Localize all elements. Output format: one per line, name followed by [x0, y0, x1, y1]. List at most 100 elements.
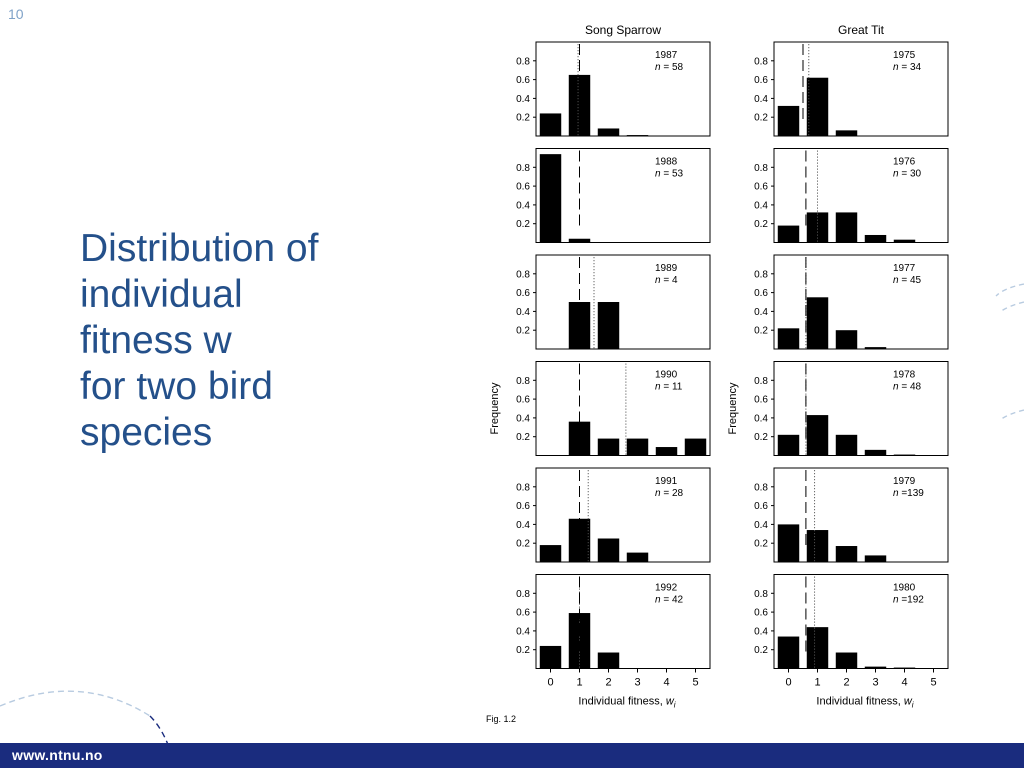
panel-year-label: 1980	[893, 583, 916, 594]
y-tick-label: 0.6	[754, 288, 768, 299]
histogram-bar	[893, 454, 916, 456]
y-tick-label: 0.6	[516, 182, 530, 193]
y-tick-label: 0.4	[754, 200, 768, 211]
x-tick-label: 5	[692, 677, 698, 689]
panel-year-label: 1992	[655, 583, 678, 594]
x-tick-label: 4	[901, 677, 907, 689]
panel-year-label: 1988	[655, 157, 678, 168]
panel-frame	[773, 41, 949, 137]
histogram-bar	[539, 645, 562, 669]
y-tick-label: 0.4	[754, 94, 768, 105]
histogram-bar	[864, 347, 887, 349]
panel-frame	[535, 361, 711, 456]
y-tick-label: 0.8	[754, 163, 768, 174]
histogram-bar	[835, 330, 858, 349]
histogram-bar	[597, 302, 620, 349]
y-tick-label: 0.6	[754, 75, 768, 86]
y-tick-label: 0.2	[516, 432, 530, 443]
panel-frame	[773, 148, 949, 243]
y-tick-label: 0.8	[754, 269, 768, 280]
panel-frame	[535, 574, 711, 669]
x-tick-label: 3	[872, 677, 878, 689]
footer-url: www.ntnu.no	[12, 747, 103, 763]
panel-frame	[535, 41, 711, 137]
panel-year-label: 1979	[893, 476, 916, 487]
histogram-bar	[777, 225, 800, 243]
footer-bar: www.ntnu.no	[0, 743, 1024, 768]
y-tick-label: 0.2	[754, 219, 768, 230]
species-title: Great Tit	[838, 23, 885, 37]
y-tick-label: 0.6	[516, 395, 530, 406]
x-tick-label: 1	[814, 677, 820, 689]
histogram-bar	[835, 652, 858, 669]
y-tick-label: 0.8	[516, 56, 530, 67]
y-axis-label: Frequency	[489, 382, 501, 434]
histogram-bar	[806, 212, 829, 243]
slide-title-line: Distribution of	[80, 227, 319, 270]
panel-frame	[773, 254, 949, 350]
panel-sample-size: n =139	[893, 488, 924, 499]
y-tick-label: 0.2	[754, 539, 768, 550]
histogram-bar	[626, 438, 649, 456]
panel-year-label: 1976	[893, 157, 916, 168]
histogram-bar	[806, 530, 829, 562]
slide-title-line: for two bird	[80, 365, 273, 408]
histogram-bar	[893, 667, 916, 669]
histogram-bar	[684, 438, 707, 456]
y-tick-label: 0.8	[516, 589, 530, 600]
x-tick-label: 5	[930, 677, 936, 689]
histogram-bar	[893, 239, 916, 243]
panel-sample-size: n = 53	[655, 169, 684, 180]
histogram-bar	[806, 627, 829, 669]
panel-frame	[535, 148, 711, 243]
y-tick-label: 0.4	[754, 626, 768, 637]
y-tick-label: 0.6	[754, 501, 768, 512]
x-tick-label: 1	[576, 677, 582, 689]
panel-sample-size: n = 30	[893, 169, 922, 180]
panel-sample-size: n = 45	[893, 275, 922, 286]
x-axis-label: Individual fitness, wi	[578, 696, 675, 710]
panel-sample-size: n = 58	[655, 62, 684, 73]
y-tick-label: 0.4	[754, 520, 768, 531]
y-tick-label: 0.4	[516, 626, 530, 637]
panel-year-label: 1978	[893, 370, 916, 381]
histogram-bar	[568, 74, 591, 136]
panel-sample-size: n =192	[893, 595, 924, 606]
histogram-bar	[835, 130, 858, 136]
histogram-bar	[597, 652, 620, 669]
y-tick-label: 0.6	[516, 608, 530, 619]
y-tick-label: 0.6	[516, 75, 530, 86]
histogram-bar	[626, 552, 649, 562]
x-axis-label: Individual fitness, wi	[816, 696, 913, 710]
panel-year-label: 1989	[655, 263, 678, 274]
y-tick-label: 0.2	[516, 219, 530, 230]
histogram-bar	[806, 415, 829, 456]
panel-sample-size: n = 28	[655, 488, 684, 499]
histogram-bar	[597, 538, 620, 562]
panel-year-label: 1977	[893, 263, 916, 274]
x-tick-label: 0	[785, 677, 791, 689]
histogram-bar	[568, 238, 591, 243]
y-tick-label: 0.4	[516, 94, 530, 105]
histogram-bar	[835, 546, 858, 562]
histogram-bar	[864, 234, 887, 243]
slide-title-line: fitness w	[80, 319, 232, 362]
histogram-bar	[777, 105, 800, 136]
y-tick-label: 0.6	[754, 608, 768, 619]
y-tick-label: 0.4	[754, 307, 768, 318]
histogram-bar	[539, 113, 562, 136]
slide-title-line: species	[80, 411, 213, 454]
y-tick-label: 0.2	[516, 539, 530, 550]
y-tick-label: 0.4	[516, 413, 530, 424]
y-tick-label: 0.8	[754, 589, 768, 600]
slide-number: 10	[8, 6, 24, 22]
histogram-bar	[777, 524, 800, 562]
y-tick-label: 0.8	[516, 482, 530, 493]
x-tick-label: 2	[843, 677, 849, 689]
histogram-bar	[626, 135, 649, 136]
histogram-bar	[777, 636, 800, 669]
histogram-bar	[835, 434, 858, 456]
x-tick-label: 4	[663, 677, 669, 689]
panel-year-label: 1990	[655, 370, 678, 381]
